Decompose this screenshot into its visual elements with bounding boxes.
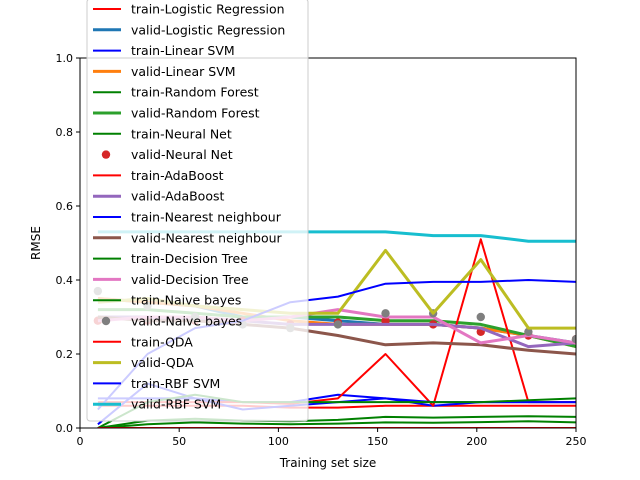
y-tick-label: 0.6	[56, 200, 74, 213]
legend-box	[86, 0, 309, 422]
legend-marker-valid-neural-net	[101, 150, 111, 159]
valid-naive-bayes-point	[571, 335, 576, 344]
train-neural-net-line	[97, 420, 576, 428]
legend-label-valid-adaboost: valid-AdaBoost	[131, 189, 224, 204]
legend-label-valid-neural-net: valid-Neural Net	[131, 147, 233, 162]
valid-naive-bayes-point	[524, 327, 533, 336]
y-tick-label: 0.0	[56, 422, 74, 435]
legend-label-train-qda: train-QDA	[131, 334, 193, 349]
legend-label-train-naive-bayes: train-Naive bayes	[131, 293, 241, 308]
y-tick-label: 0.4	[56, 274, 74, 287]
x-axis: 0 50 100 150 200 250	[77, 428, 587, 448]
y-tick-label: 0.2	[56, 348, 74, 361]
legend-label-valid-naive-bayes: valid-Naive bayes	[131, 314, 242, 329]
legend-label-valid-nearest-neighbour: valid-Nearest neighbour	[131, 230, 283, 245]
y-tick-label: 0.8	[56, 126, 74, 139]
x-tick-label: 250	[566, 435, 587, 448]
legend-label-valid-rbf-svm: valid-RBF SVM	[131, 397, 221, 412]
x-tick-label: 100	[268, 435, 289, 448]
legend-label-valid-linear-svm: valid-Linear SVM	[131, 64, 236, 79]
x-tick-label: 200	[466, 435, 487, 448]
legend-label-train-linear-svm: train-Linear SVM	[131, 43, 235, 58]
legend-label-valid-random-forest: valid-Random Forest	[131, 106, 260, 121]
x-axis-label: Training set size	[279, 456, 377, 470]
legend-label-valid-qda: valid-QDA	[131, 355, 194, 370]
legend-label-train-logistic-regression: train-Logistic Regression	[131, 2, 285, 17]
legend-label-train-neural-net: train-Neural Net	[131, 126, 232, 141]
valid-naive-bayes-point	[476, 312, 485, 322]
valid-naive-bayes-point	[381, 309, 390, 318]
x-tick-label: 150	[367, 435, 388, 448]
legend-label-train-decision-tree: train-Decision Tree	[131, 251, 248, 266]
y-axis-label: RMSE	[29, 226, 43, 260]
legend-label-train-adaboost: train-AdaBoost	[131, 168, 224, 183]
y-axis: 0.0 0.2 0.4 0.6 0.8 1.0	[56, 52, 80, 435]
legend: train-Logistic Regression valid-Logistic …	[86, 0, 309, 422]
valid-naive-bayes-point	[333, 320, 343, 329]
x-tick-label: 50	[172, 435, 186, 448]
legend-label-train-rbf-svm: train-RBF SVM	[131, 376, 220, 391]
legend-label-train-random-forest: train-Random Forest	[131, 85, 259, 100]
valid-neural-net-point	[381, 316, 390, 325]
x-tick-label: 0	[77, 435, 84, 448]
legend-label-train-nearest-neighbour: train-Nearest neighbour	[131, 210, 282, 225]
plot-frame	[79, 57, 577, 429]
y-tick-label: 1.0	[56, 52, 74, 65]
legend-label-valid-decision-tree: valid-Decision Tree	[131, 272, 249, 287]
legend-label-valid-logistic-regression: valid-Logistic Regression	[131, 22, 285, 37]
legend-marker-valid-naive-bayes	[101, 316, 111, 326]
